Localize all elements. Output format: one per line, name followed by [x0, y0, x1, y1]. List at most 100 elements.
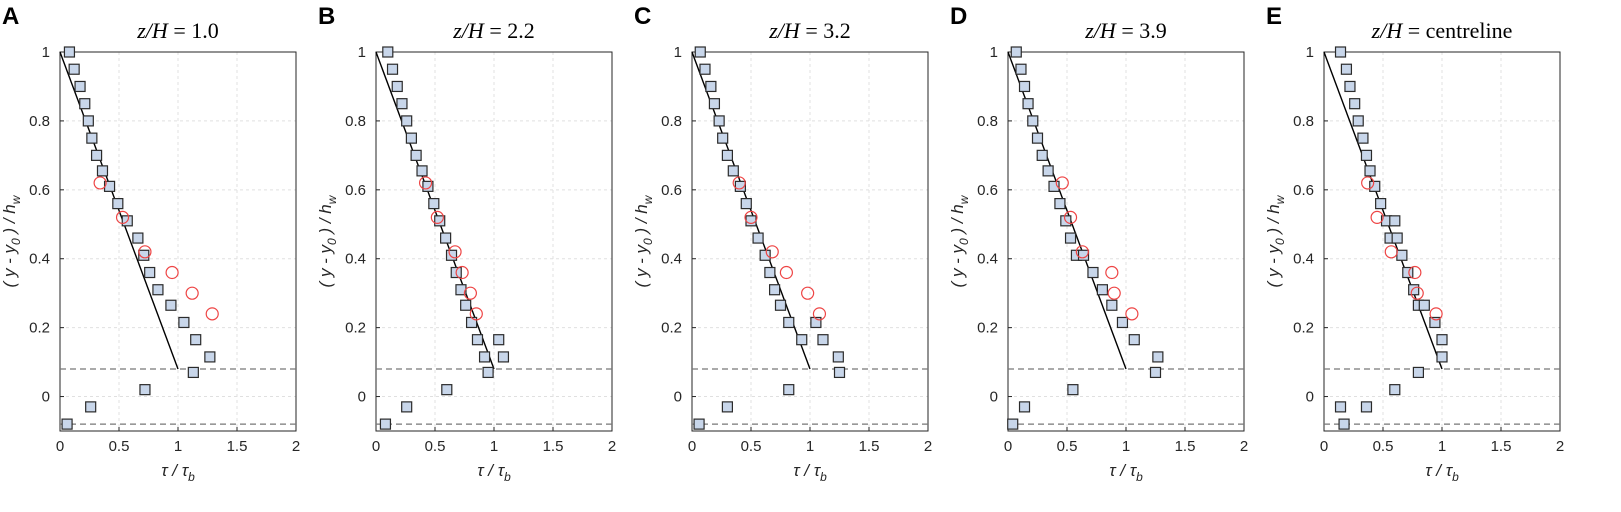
- x-tick-label: 1: [490, 438, 498, 455]
- panel-title: z/H = centreline: [1371, 18, 1513, 43]
- square-point: [416, 165, 428, 177]
- square-point: [428, 198, 440, 210]
- circle-point: [1075, 245, 1089, 259]
- x-tick-label: 0.5: [109, 438, 130, 455]
- circle-point: [765, 245, 779, 259]
- panel-letter: E: [1266, 3, 1282, 30]
- y-tick-label: 0.6: [661, 182, 682, 199]
- y-tick-label: 0.2: [1293, 320, 1314, 337]
- chart-panel-b: 0 0.5 1 1.5 2 0 0.2 0.4 0.6 0.8 1 Bz/H = 2.2 τ / τb (…: [316, 3, 616, 484]
- circle-point: [812, 307, 827, 321]
- square-point: [1340, 63, 1353, 75]
- x-tick-label: 0: [1004, 438, 1012, 455]
- circle-point: [1105, 265, 1119, 280]
- x-tick-label: 2: [608, 438, 616, 455]
- square-point: [810, 316, 822, 329]
- square-point: [1436, 334, 1448, 346]
- square-point: [1352, 115, 1364, 127]
- y-tick-label: 0.8: [661, 113, 682, 130]
- square-point: [460, 299, 472, 311]
- square-point: [1375, 198, 1387, 210]
- square-point: [1018, 401, 1031, 413]
- fit-line: [375, 51, 495, 370]
- x-tick-label: 0: [688, 438, 696, 455]
- square-point: [1357, 132, 1369, 144]
- y-tick-label: 0.8: [345, 113, 366, 130]
- square-point: [1391, 232, 1403, 244]
- square-point: [1018, 80, 1031, 93]
- square-point: [783, 384, 795, 396]
- square-point: [1360, 401, 1373, 413]
- x-tick-label: 1.5: [1175, 438, 1196, 455]
- square-point: [1334, 46, 1347, 58]
- square-point: [178, 316, 190, 329]
- panel-title: z/H = 3.9: [1084, 18, 1166, 43]
- square-point: [441, 384, 453, 396]
- y-tick-label: 1: [674, 44, 682, 61]
- chart-panel-a: 0 0.5 1 1.5 2 0 0.2 0.4 0.6 0.8 1 Az/H = 1.0 τ / τb (…: [0, 3, 300, 484]
- square-point: [1116, 316, 1129, 329]
- square-point: [1054, 198, 1066, 210]
- square-point: [434, 215, 446, 227]
- square-point: [74, 80, 86, 93]
- circle-point: [138, 245, 152, 259]
- square-point: [699, 63, 711, 75]
- y-tick-label: 0.6: [345, 182, 366, 199]
- square-point: [445, 249, 458, 261]
- fit-line: [59, 51, 179, 370]
- x-tick-label: 1.5: [227, 438, 248, 455]
- x-tick-label: 1: [1122, 438, 1130, 455]
- circle-point: [165, 265, 179, 280]
- y-tick-label: 0.4: [661, 251, 682, 268]
- square-point: [1418, 299, 1430, 311]
- square-point: [465, 316, 478, 329]
- y-tick-label: 1: [1306, 44, 1314, 61]
- circle-point: [744, 210, 758, 224]
- square-point: [1402, 266, 1414, 279]
- x-tick-label: 0.5: [425, 438, 446, 455]
- square-point: [713, 115, 725, 127]
- circle-point: [455, 265, 469, 280]
- y-tick-label: 1: [990, 44, 998, 61]
- square-point: [79, 98, 91, 110]
- square-point: [85, 401, 97, 413]
- circle-point: [1410, 286, 1424, 300]
- chart-panel-c: 0 0.5 1 1.5 2 0 0.2 0.4 0.6 0.8 1 Cz/H = 3.2 τ / τb (…: [632, 3, 932, 484]
- x-tick-label: 1: [806, 438, 814, 455]
- square-point: [1064, 232, 1077, 244]
- square-point: [1412, 366, 1425, 379]
- y-tick-label: 0.4: [29, 251, 50, 268]
- square-point: [138, 249, 150, 261]
- x-axis-label: τ / τb: [477, 461, 511, 484]
- square-point: [1389, 384, 1401, 396]
- x-tick-label: 2: [1556, 438, 1564, 455]
- y-axis-label: ( y - y0 ) / hw: [948, 194, 971, 287]
- square-point: [1364, 165, 1376, 177]
- square-point: [1349, 98, 1361, 110]
- square-point: [471, 334, 484, 346]
- panel-letter: B: [318, 3, 335, 30]
- y-tick-label: 0: [990, 389, 998, 406]
- square-point: [1128, 334, 1140, 346]
- chart-panel-e: 0 0.5 1 1.5 2 0 0.2 0.4 0.6 0.8 1 Ez/H = centreline…: [1264, 3, 1564, 484]
- square-point: [1436, 351, 1448, 363]
- square-point: [68, 63, 80, 75]
- circle-point: [205, 307, 219, 321]
- square-point: [759, 249, 771, 261]
- circle-point: [418, 176, 433, 190]
- square-point: [774, 299, 787, 311]
- square-point: [1067, 384, 1079, 396]
- square-point: [1087, 266, 1099, 279]
- square-point: [1077, 249, 1090, 261]
- square-point: [86, 132, 98, 144]
- y-tick-label: 0.2: [345, 320, 366, 337]
- panel-title: z/H = 2.2: [452, 18, 534, 43]
- x-tick-label: 2: [292, 438, 300, 455]
- y-axis-label: ( y - y0 ) / hw: [0, 194, 23, 287]
- square-point: [705, 80, 717, 93]
- square-point: [1048, 180, 1060, 192]
- circle-point: [1055, 176, 1069, 190]
- square-point: [493, 334, 505, 346]
- circle-point: [115, 210, 130, 224]
- square-point: [1152, 351, 1164, 363]
